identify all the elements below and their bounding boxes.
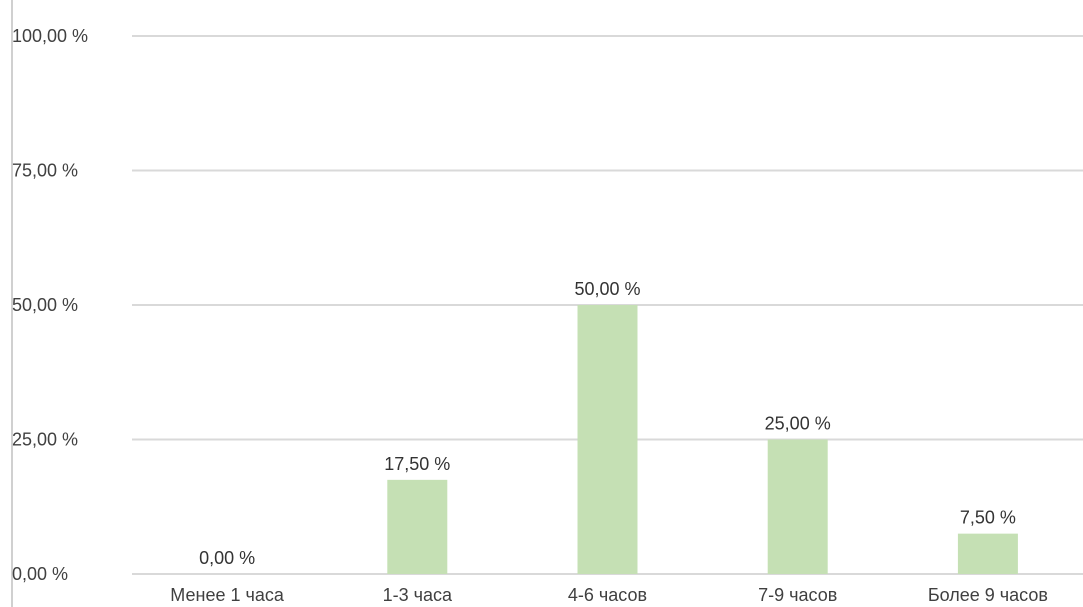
y-tick-label: 50,00 % [12, 295, 78, 315]
y-tick-label: 25,00 % [12, 430, 78, 450]
bar [767, 439, 828, 574]
data-label: 0,00 % [199, 548, 255, 568]
bars [387, 305, 1018, 574]
bar [387, 479, 448, 574]
x-category-label: 1-3 часа [383, 585, 453, 605]
x-category-label: Менее 1 часа [170, 585, 285, 605]
data-label: 50,00 % [574, 279, 640, 299]
x-category-label: Более 9 часов [928, 585, 1048, 605]
x-category-label: 7-9 часов [758, 585, 837, 605]
y-tick-label: 0,00 % [12, 564, 68, 584]
data-label: 17,50 % [384, 454, 450, 474]
x-category-label: 4-6 часов [568, 585, 647, 605]
bar [577, 305, 638, 574]
x-axis-category-labels: Менее 1 часа 1-3 часа 4-6 часов 7-9 часов Бо… [170, 585, 1048, 605]
y-axis-tick-labels: 0,00 % 25,00 % 50,00 % 75,00 % 100,00 % [12, 26, 88, 584]
data-label: 25,00 % [765, 414, 831, 434]
bar [957, 533, 1018, 574]
y-tick-label: 75,00 % [12, 161, 78, 181]
data-label: 7,50 % [960, 508, 1016, 528]
data-labels: 0,00 % 17,50 % 50,00 % 25,00 % 7,50 % [199, 279, 1016, 568]
y-tick-label: 100,00 % [12, 26, 88, 46]
